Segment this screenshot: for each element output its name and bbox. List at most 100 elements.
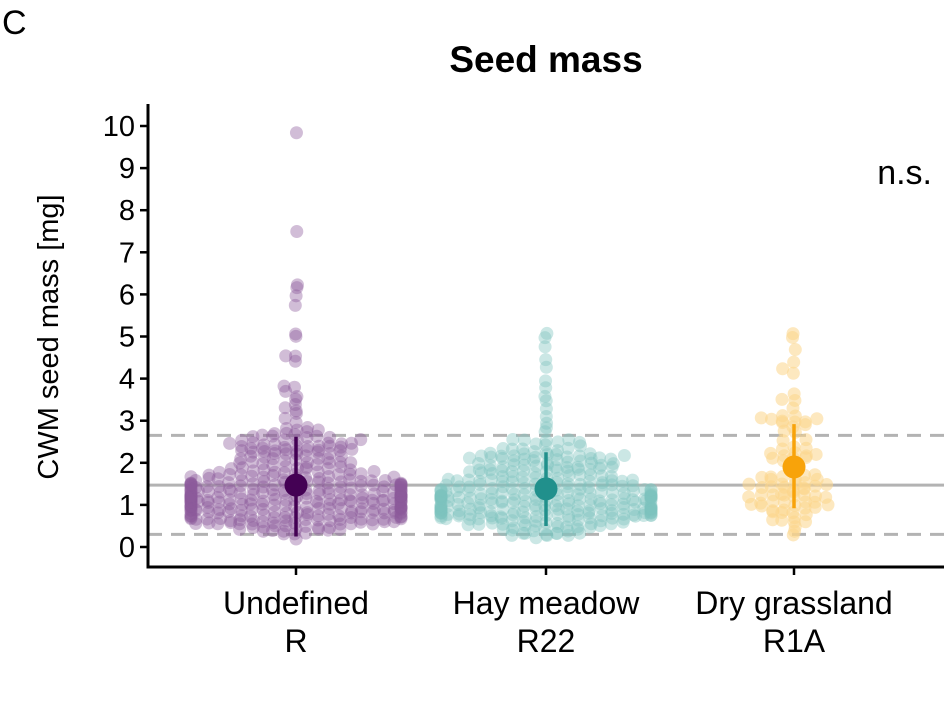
data-point	[764, 470, 778, 484]
data-point	[212, 480, 226, 494]
data-point	[321, 436, 335, 450]
data-point	[434, 482, 448, 496]
data-point	[268, 447, 282, 461]
y-tick-label: 7	[119, 237, 135, 269]
data-point	[356, 496, 370, 510]
data-point	[234, 452, 248, 466]
data-point	[496, 502, 510, 516]
data-point	[279, 447, 293, 461]
data-point	[573, 482, 587, 496]
data-point	[604, 452, 618, 466]
data-point	[507, 458, 521, 472]
data-point	[764, 446, 778, 460]
data-point	[775, 392, 789, 406]
data-point	[506, 469, 520, 483]
data-point	[517, 458, 531, 472]
data-point	[189, 481, 203, 495]
data-point	[184, 489, 198, 503]
data-point	[222, 482, 236, 496]
data-point	[571, 520, 585, 534]
data-point	[394, 484, 408, 498]
data-point	[452, 490, 466, 504]
data-point	[184, 489, 198, 503]
data-point	[463, 491, 477, 505]
data-point	[334, 475, 348, 489]
data-point	[365, 513, 379, 527]
data-point	[637, 509, 651, 523]
data-point	[244, 449, 258, 463]
data-point	[300, 506, 314, 520]
data-point	[334, 449, 348, 463]
data-point	[538, 331, 552, 345]
data-point	[289, 289, 303, 303]
data-point	[434, 484, 448, 498]
data-point	[289, 126, 303, 140]
data-point	[202, 505, 216, 519]
data-point	[257, 474, 271, 488]
data-point	[484, 492, 498, 506]
data-point	[256, 486, 270, 500]
data-point	[505, 523, 519, 537]
data-point	[354, 512, 368, 526]
data-point	[312, 502, 326, 516]
data-point	[583, 462, 597, 476]
data-point	[184, 512, 198, 526]
data-point	[288, 354, 302, 368]
data-point	[268, 437, 282, 451]
data-point	[394, 502, 408, 516]
data-point	[799, 433, 813, 447]
data-point	[463, 502, 477, 516]
data-point	[266, 458, 280, 472]
data-point	[551, 502, 565, 516]
data-point	[246, 514, 260, 528]
data-point	[394, 478, 408, 492]
data-point	[637, 501, 651, 515]
data-point	[434, 506, 448, 520]
data-point	[452, 504, 466, 518]
data-point	[605, 486, 619, 500]
data-point	[246, 521, 260, 535]
data-point	[323, 497, 337, 511]
data-point	[184, 491, 198, 505]
data-point	[345, 504, 359, 518]
data-point	[593, 519, 607, 533]
data-point	[394, 506, 408, 520]
data-point	[268, 505, 282, 519]
data-point	[617, 501, 631, 515]
data-point	[394, 488, 408, 502]
data-point	[561, 441, 575, 455]
data-point	[344, 456, 358, 470]
data-point	[394, 496, 408, 510]
data-point	[184, 470, 198, 484]
data-point	[485, 486, 499, 500]
data-point	[505, 442, 519, 456]
y-tick-label: 3	[119, 406, 135, 438]
data-point	[223, 493, 237, 507]
data-point	[573, 492, 587, 506]
data-point	[344, 511, 358, 525]
data-point	[441, 494, 455, 508]
data-point	[312, 483, 326, 497]
data-point	[529, 509, 543, 523]
data-point	[605, 493, 619, 507]
data-point	[462, 473, 476, 487]
data-point	[434, 488, 448, 502]
data-point	[212, 465, 226, 479]
data-point	[539, 381, 553, 395]
data-point	[377, 506, 391, 520]
data-point	[184, 500, 198, 514]
data-point	[311, 513, 325, 527]
data-point	[311, 445, 325, 459]
data-point	[394, 479, 408, 493]
data-point	[571, 499, 585, 513]
data-point	[377, 480, 391, 494]
data-point	[184, 509, 198, 523]
data-point	[367, 487, 381, 501]
data-point	[485, 496, 499, 510]
data-point	[538, 389, 552, 403]
data-point	[434, 502, 448, 516]
data-point	[434, 500, 448, 514]
data-point	[312, 439, 326, 453]
data-point	[573, 526, 587, 540]
x-tick-label: R	[284, 623, 307, 659]
